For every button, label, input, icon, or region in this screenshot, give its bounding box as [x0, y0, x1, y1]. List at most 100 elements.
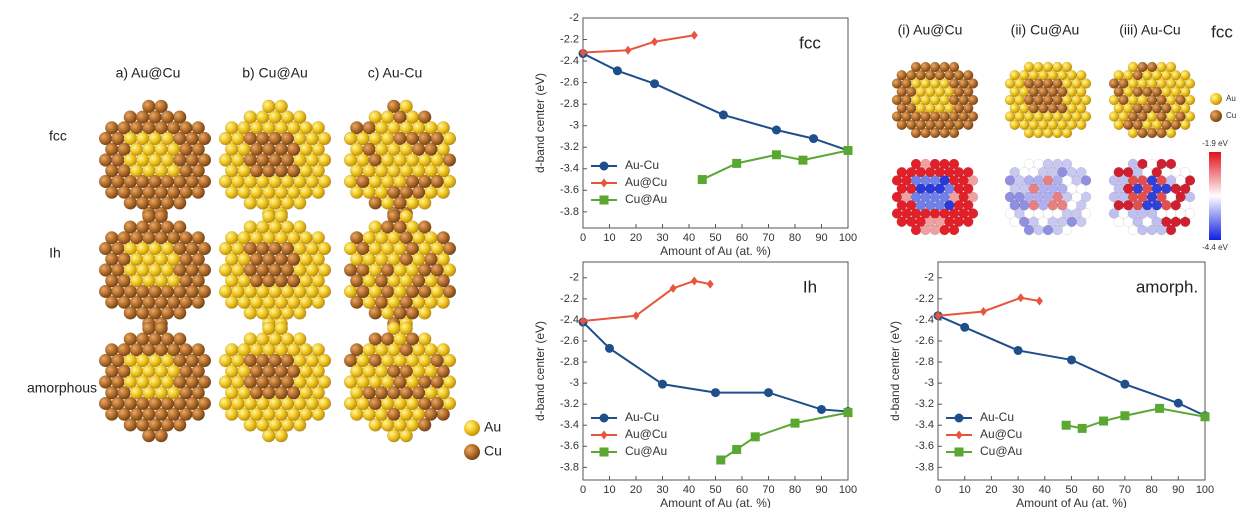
x-tick-label: 90 [1172, 484, 1184, 496]
series-line [583, 54, 848, 151]
y-tick-label: -3 [569, 377, 579, 389]
atom [381, 154, 394, 167]
x-tick-label: 20 [985, 484, 997, 496]
y-tick-label: -2.2 [560, 293, 579, 305]
x-axis-label: Amount of Au (at. %) [660, 244, 771, 258]
marker [772, 150, 781, 159]
nanoparticle [344, 100, 456, 220]
atom [256, 264, 269, 277]
atom [1157, 95, 1167, 105]
series-line [938, 298, 1039, 316]
y-tick-label: -2.8 [915, 356, 934, 368]
atom [406, 154, 419, 167]
y-axis-label: d-band center (eV) [533, 73, 547, 173]
y-axis-label: d-band center (eV) [533, 321, 547, 421]
panel-title: fcc [1211, 22, 1233, 41]
atom [149, 154, 162, 167]
legend-label: Cu@Au [625, 444, 667, 458]
atom [1157, 192, 1167, 202]
atom [394, 264, 407, 277]
nanoparticle [344, 322, 456, 442]
x-tick-label: 60 [736, 232, 748, 244]
marker [960, 323, 969, 332]
atom [381, 264, 394, 277]
y-tick-label: -2.8 [560, 98, 579, 110]
row-label: fcc [49, 128, 67, 144]
marker [716, 455, 725, 464]
y-tick-label: -2.2 [560, 33, 579, 45]
atom [269, 264, 282, 277]
x-tick-label: 100 [1196, 484, 1214, 496]
series-line [583, 35, 694, 52]
marker [980, 307, 987, 316]
legend-swatch [1210, 93, 1222, 105]
atom [930, 95, 940, 105]
legend-label: Au@Cu [980, 427, 1022, 441]
marker [817, 405, 826, 414]
atom [930, 192, 940, 202]
legend-marker [600, 414, 609, 423]
y-tick-label: -2.6 [560, 335, 579, 347]
marker [625, 46, 632, 55]
column-label: (i) Au@Cu [898, 22, 963, 38]
y-tick-label: -3.6 [560, 440, 579, 452]
atom [1138, 192, 1148, 202]
atom [269, 154, 282, 167]
annotation: Ih [803, 277, 817, 296]
marker [844, 408, 853, 417]
x-tick-label: 50 [1065, 484, 1077, 496]
y-tick-label: -2.2 [915, 293, 934, 305]
column-label: c) Au-Cu [368, 65, 422, 81]
marker [1155, 404, 1164, 413]
marker [1014, 346, 1023, 355]
marker [772, 126, 781, 135]
y-tick-label: -2 [569, 272, 579, 284]
atom [406, 376, 419, 389]
legend-swatch [1210, 110, 1222, 122]
x-tick-label: 60 [736, 484, 748, 496]
marker [764, 388, 773, 397]
atom [940, 192, 950, 202]
x-axis-label: Amount of Au (at. %) [660, 496, 771, 508]
y-tick-label: -2 [569, 12, 579, 24]
y-tick-label: -3 [924, 377, 934, 389]
x-tick-label: 90 [815, 484, 827, 496]
legend-marker [600, 162, 609, 171]
nanoparticle [219, 322, 331, 442]
marker [732, 445, 741, 454]
marker [791, 419, 800, 428]
x-tick-label: 100 [839, 484, 857, 496]
legend-marker [600, 196, 609, 205]
legend-label: Cu [1226, 111, 1236, 120]
atom [136, 264, 149, 277]
y-tick-label: -3.8 [915, 461, 934, 473]
y-tick-label: -3.6 [560, 184, 579, 196]
legend-label: Cu [484, 443, 502, 459]
y-tick-label: -3.6 [915, 440, 934, 452]
legend-marker [956, 431, 963, 440]
legend-label: Au@Cu [625, 427, 667, 441]
marker [711, 388, 720, 397]
x-tick-label: 0 [580, 232, 586, 244]
marker [1201, 412, 1210, 421]
x-tick-label: 10 [603, 232, 615, 244]
x-tick-label: 100 [839, 232, 857, 244]
legend-marker [601, 431, 608, 440]
marker [650, 79, 659, 88]
atom [269, 376, 282, 389]
x-tick-label: 0 [580, 484, 586, 496]
y-tick-label: -2.4 [560, 314, 579, 326]
atom [149, 264, 162, 277]
atom [1053, 192, 1063, 202]
atom [406, 264, 419, 277]
nanoparticle [99, 210, 211, 330]
y-tick-label: -2 [924, 272, 934, 284]
atom [381, 376, 394, 389]
figure: a) Au@Cu b) Cu@Au c) Au-Cu fcc Ih amorph… [0, 0, 1240, 508]
marker [751, 432, 760, 441]
marker [698, 175, 707, 184]
marker [798, 156, 807, 165]
nanoparticle [99, 100, 211, 220]
marker [809, 134, 818, 143]
marker [605, 344, 614, 353]
